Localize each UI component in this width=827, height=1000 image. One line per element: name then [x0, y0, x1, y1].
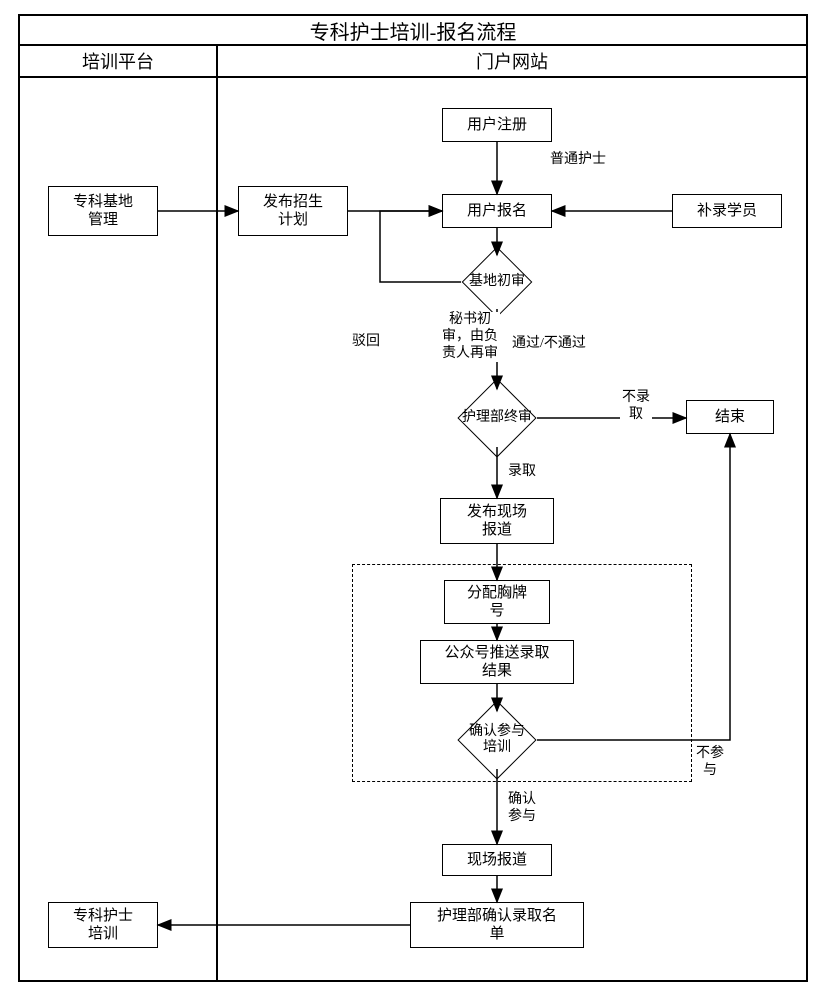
label-pass: 通过/不通过	[510, 336, 588, 353]
node-confirm-list: 护理部确认录取名 单	[410, 902, 584, 948]
label-yes-join: 确认 参与	[506, 792, 538, 826]
title-text: 专科护士培训-报名流程	[310, 16, 517, 45]
node-confirm-join: 确认参与 培训	[457, 712, 537, 768]
lane-left-header-text: 培训平台	[82, 48, 154, 74]
node-end: 结束	[686, 400, 774, 434]
node-supplement: 补录学员	[672, 194, 782, 228]
lane-left-header: 培训平台	[18, 46, 216, 78]
node-publish-plan: 发布招生 计划	[238, 186, 348, 236]
lane-right-header: 门户网站	[216, 46, 808, 78]
node-confirm-join-text: 确认参与 培训	[469, 724, 525, 756]
label-sec-review: 秘书初 审，由负 责人再审	[440, 312, 500, 362]
node-onsite: 现场报道	[442, 844, 552, 876]
lane-right-header-text: 门户网站	[476, 48, 548, 74]
label-reject: 驳回	[350, 334, 382, 351]
node-dept-review: 护理部终审	[457, 390, 537, 446]
label-not-admit: 不录 取	[620, 390, 652, 424]
label-reg-apply: 普通护士	[548, 152, 608, 169]
node-user-reg: 用户注册	[442, 108, 552, 142]
node-assign-badge: 分配胸牌 号	[444, 580, 550, 624]
label-admit: 录取	[506, 464, 538, 481]
node-dept-review-text: 护理部终审	[462, 410, 532, 426]
node-nurse-train: 专科护士 培训	[48, 902, 158, 948]
node-base-mgmt: 专科基地 管理	[48, 186, 158, 236]
node-base-review: 基地初审	[461, 256, 533, 308]
node-base-review-text: 基地初审	[469, 274, 525, 290]
title: 专科护士培训-报名流程	[18, 14, 808, 46]
node-user-apply: 用户报名	[442, 194, 552, 228]
node-push-result: 公众号推送录取 结果	[420, 640, 574, 684]
node-publish-report: 发布现场 报道	[440, 498, 554, 544]
label-no-join: 不参 与	[694, 746, 726, 780]
